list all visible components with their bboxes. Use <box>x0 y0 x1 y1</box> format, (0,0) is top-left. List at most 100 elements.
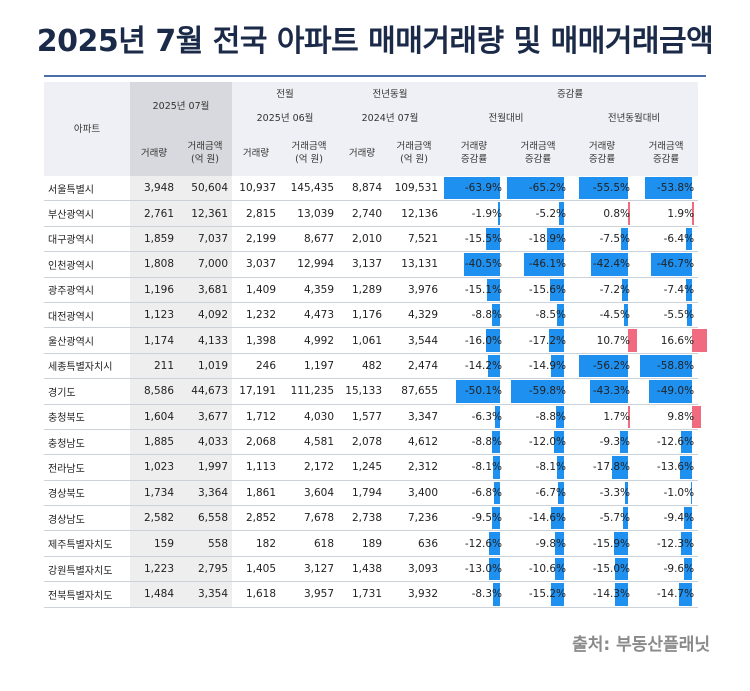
decrease-bar <box>556 456 565 479</box>
region-cell: 대전광역시 <box>44 302 130 329</box>
value-cell: 4,329 <box>386 302 443 329</box>
value-cell: 2,474 <box>386 353 443 380</box>
rate-value: 10.7% <box>596 334 631 347</box>
table-row: 광주광역시 1,196 3,681 1,409 4,359 1,289 3,976 -15.1… <box>44 277 699 303</box>
value-cell: 182 <box>232 530 281 557</box>
rate-value: -3.3% <box>599 486 631 499</box>
value-cell: 2,738 <box>338 505 387 532</box>
value-cell: 3,948 <box>130 176 178 202</box>
rate-value: -5.7% <box>599 512 631 525</box>
value-cell: 2,199 <box>232 226 281 253</box>
rate-cell: 16.6% <box>634 327 707 354</box>
decrease-bar <box>614 557 629 581</box>
value-cell: 2,740 <box>338 200 387 227</box>
decrease-bar <box>492 456 501 479</box>
rate-cell: -15.2% <box>506 581 571 608</box>
rate-cell: -8.8% <box>442 302 507 329</box>
title-divider <box>44 75 706 77</box>
region-cell: 경기도 <box>44 378 130 405</box>
value-cell: 4,133 <box>178 327 233 354</box>
rate-value: -9.3% <box>599 436 631 449</box>
increase-bar <box>628 202 630 225</box>
region-cell: 제주특별자치도 <box>44 530 130 557</box>
region-cell: 부산광역시 <box>44 200 130 227</box>
value-cell: 10,937 <box>232 176 281 202</box>
value-cell: 50,604 <box>178 176 233 202</box>
region-cell: 전라남도 <box>44 454 130 481</box>
rate-value: -8.8% <box>535 410 567 423</box>
rate-value: -14.7% <box>656 588 695 601</box>
value-cell: 1,405 <box>232 556 281 583</box>
rate-value: -9.4% <box>663 512 695 525</box>
data-table: 아파트 2025년 07월 전월 전년동월 증감률 2025년 06월 2024… <box>44 82 707 608</box>
rate-value: -15.2% <box>528 588 567 601</box>
value-cell: 12,994 <box>280 251 339 278</box>
value-cell: 3,400 <box>386 480 443 507</box>
value-cell: 12,136 <box>386 200 443 227</box>
value-cell: 3,364 <box>178 480 233 507</box>
header-region: 아파트 <box>44 82 130 176</box>
decrease-bar <box>464 253 501 276</box>
value-cell: 1,731 <box>338 581 387 608</box>
decrease-bar <box>690 481 693 505</box>
rate-value: -7.4% <box>663 283 695 296</box>
decrease-bar <box>554 557 565 581</box>
header-change-group: 증감률 <box>442 82 699 106</box>
value-cell: 111,235 <box>280 378 339 405</box>
rate-cell: -8.5% <box>506 302 571 329</box>
value-cell: 1,289 <box>338 277 387 303</box>
rate-cell: -17.8% <box>570 454 635 481</box>
rate-value: -50.1% <box>464 385 503 398</box>
value-cell: 3,604 <box>280 480 339 507</box>
rate-value: -6.3% <box>471 410 503 423</box>
header-volume: 거래량 <box>338 130 387 176</box>
decrease-bar <box>506 177 565 200</box>
rate-value: -58.8% <box>656 359 695 372</box>
rate-cell: -6.8% <box>442 480 507 507</box>
rate-value: -6.8% <box>471 486 503 499</box>
increase-bar <box>692 202 694 225</box>
decrease-bar <box>550 278 565 301</box>
value-cell: 1,196 <box>130 277 178 303</box>
rate-value: -15.6% <box>528 283 567 296</box>
value-cell: 3,932 <box>386 581 443 608</box>
rate-cell: -18.9% <box>506 226 571 253</box>
rate-value: -12.0% <box>528 436 567 449</box>
rate-cell: -8.8% <box>442 429 507 456</box>
rate-cell: -8.1% <box>506 454 571 481</box>
decrease-bar <box>488 532 501 555</box>
decrease-bar <box>547 227 565 251</box>
decrease-bar <box>621 227 629 251</box>
value-cell: 8,586 <box>130 378 178 405</box>
decrease-bar <box>523 253 565 276</box>
rate-cell: -6.7% <box>506 480 571 507</box>
rate-cell: 9.8% <box>634 404 701 430</box>
value-cell: 1,176 <box>338 302 387 329</box>
decrease-bar <box>649 380 693 403</box>
value-cell: 4,030 <box>280 404 339 430</box>
rate-value: -10.6% <box>528 563 567 576</box>
value-cell: 7,678 <box>280 505 339 532</box>
value-cell: 6,558 <box>178 505 233 532</box>
rate-cell: -9.3% <box>570 429 635 456</box>
header-volume: 거래량 <box>130 130 178 176</box>
value-cell: 2,312 <box>386 454 443 481</box>
value-cell: 2,852 <box>232 505 281 532</box>
value-cell: 13,039 <box>280 200 339 227</box>
header-prev-month-group: 전월 <box>232 82 339 106</box>
value-cell: 44,673 <box>178 378 233 405</box>
table-row: 서울특별시 3,948 50,604 10,937 145,435 8,874 109,53… <box>44 176 699 202</box>
table-row: 대구광역시 1,859 7,037 2,199 8,677 2,010 7,521 -15.5… <box>44 226 699 253</box>
rate-value: -15.0% <box>592 563 631 576</box>
value-cell: 4,992 <box>280 327 339 354</box>
decrease-bar <box>615 583 629 606</box>
decrease-bar <box>492 303 501 327</box>
rate-cell: -14.3% <box>570 581 635 608</box>
value-cell: 2,068 <box>232 429 281 456</box>
decrease-bar <box>644 177 693 200</box>
rate-value: -4.5% <box>599 309 631 322</box>
decrease-bar <box>559 202 565 225</box>
region-cell: 광주광역시 <box>44 277 130 303</box>
value-cell: 1,734 <box>130 480 178 507</box>
value-cell: 2,172 <box>280 454 339 481</box>
